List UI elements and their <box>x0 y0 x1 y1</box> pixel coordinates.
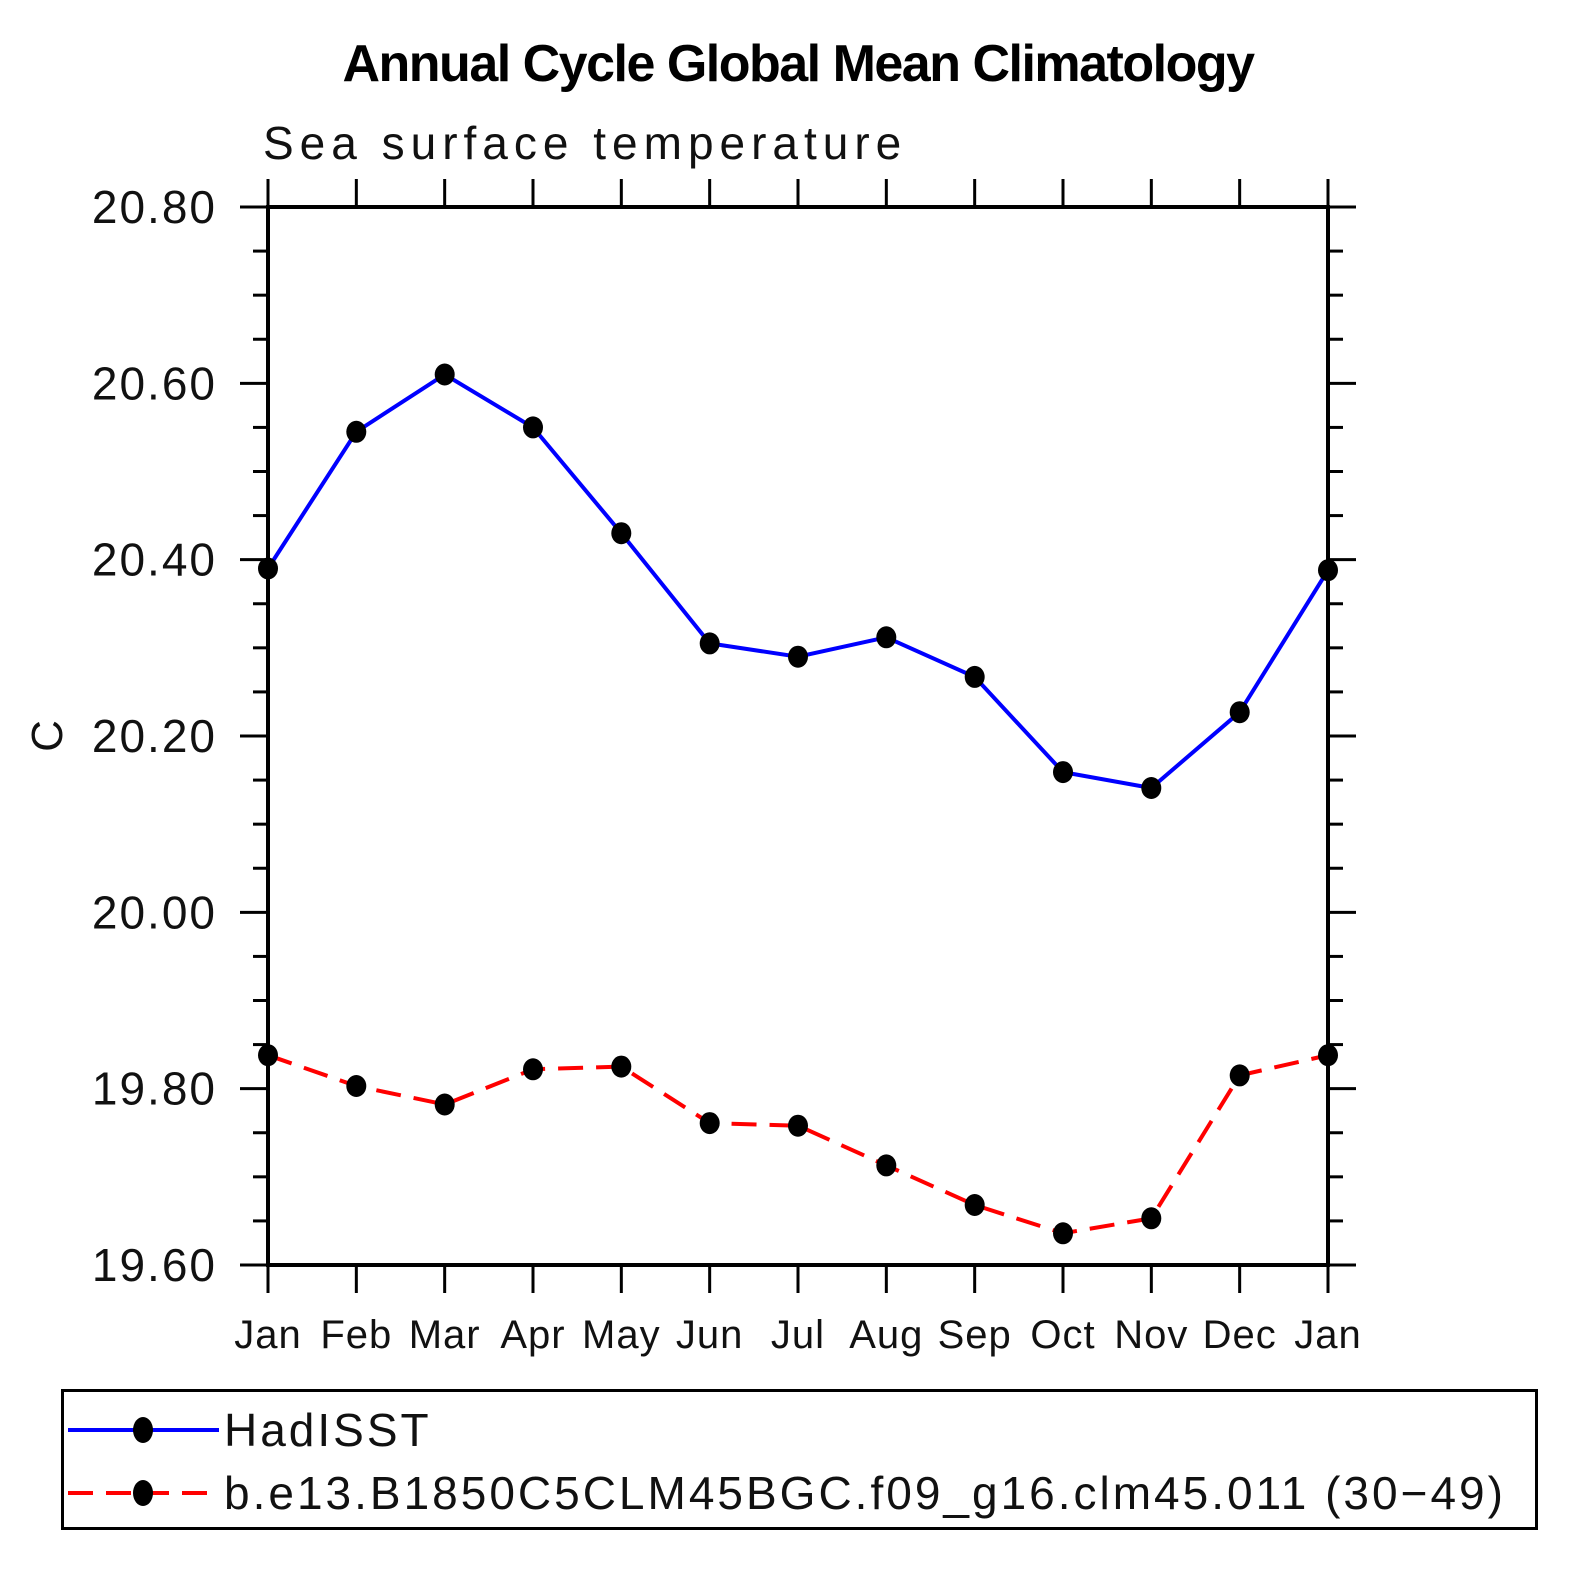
svg-text:20.20: 20.20 <box>92 710 217 762</box>
svg-text:Jan: Jan <box>1294 1313 1362 1357</box>
legend-marker-dot-icon <box>133 1480 153 1506</box>
legend-label-model: b.e13.B1850C5CLM45BGC.f09_g16.clm45.011 … <box>224 1467 1506 1519</box>
svg-text:Oct: Oct <box>1030 1313 1095 1357</box>
svg-text:20.00: 20.00 <box>92 886 217 938</box>
series-0-markers <box>258 363 1338 799</box>
chart-subtitle: Sea surface temperature <box>263 117 908 169</box>
legend-label-hadisst: HadISST <box>224 1404 432 1456</box>
y-axis-tick-labels: 19.60 19.80 20.00 20.20 20.40 20.60 20.80 <box>92 181 217 1291</box>
svg-text:Dec: Dec <box>1203 1313 1277 1357</box>
svg-text:19.80: 19.80 <box>92 1063 217 1115</box>
svg-text:20.60: 20.60 <box>92 357 217 409</box>
svg-text:Nov: Nov <box>1114 1313 1188 1357</box>
legend-line-sample-dashed-icon <box>68 1480 219 1506</box>
svg-text:May: May <box>582 1313 661 1357</box>
series-1-markers <box>258 1044 1338 1245</box>
legend-entry-model: b.e13.B1850C5CLM45BGC.f09_g16.clm45.011 … <box>67 1466 1506 1520</box>
y-axis-ticks <box>240 205 1356 1267</box>
legend-marker-dot-icon <box>133 1417 153 1443</box>
series-0 <box>258 363 1338 799</box>
svg-text:Mar: Mar <box>409 1313 481 1357</box>
chart-title: Annual Cycle Global Mean Climatology <box>342 35 1255 93</box>
legend-line-sample-solid-icon <box>68 1417 219 1443</box>
svg-text:Feb: Feb <box>320 1313 392 1357</box>
svg-text:20.80: 20.80 <box>92 181 217 233</box>
legend-entry-hadisst: HadISST <box>67 1403 432 1457</box>
series-1 <box>258 1044 1338 1245</box>
x-axis-ticks <box>266 179 1330 1293</box>
svg-text:Sep: Sep <box>938 1313 1012 1357</box>
svg-text:20.40: 20.40 <box>92 534 217 586</box>
svg-text:Jan: Jan <box>234 1313 302 1357</box>
plot-frame <box>266 205 1330 1267</box>
svg-text:19.60: 19.60 <box>92 1239 217 1291</box>
svg-text:Jul: Jul <box>771 1313 825 1357</box>
svg-text:Aug: Aug <box>849 1313 923 1357</box>
svg-text:Apr: Apr <box>500 1313 565 1357</box>
legend: HadISST b.e13.B1850C5CLM45BGC.f09_g16.cl… <box>61 1389 1538 1530</box>
svg-text:Jun: Jun <box>676 1313 744 1357</box>
x-axis-tick-labels: Jan Feb Mar Apr May Jun Jul Aug Sep Oct Nov Dec Jan <box>234 1313 1362 1357</box>
